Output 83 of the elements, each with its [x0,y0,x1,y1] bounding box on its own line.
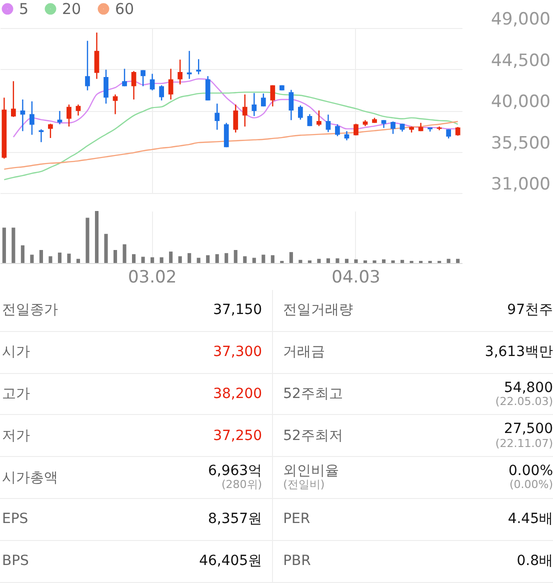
bar [160,257,164,263]
bar [354,259,358,263]
bar [150,257,154,263]
bar [141,256,145,263]
text: BPS [2,553,30,570]
x-tick-label: 03.02 [128,268,177,288]
bar [252,258,256,263]
bar [363,260,368,263]
bar [446,258,450,263]
bar [206,255,210,263]
bar [104,234,108,263]
bar [94,211,99,263]
text: 52주최고 [283,386,344,402]
bar [298,260,302,263]
bar [12,228,16,263]
text: 38,200 [213,386,262,402]
legend-label: 20 [62,0,82,18]
bar [48,256,52,263]
bar [76,258,80,263]
bar [382,259,386,263]
bar [196,258,200,263]
bar [178,256,182,263]
legend-label: 5 [19,0,29,18]
text: 97천주 [507,302,553,318]
text: 거래금 [283,344,326,360]
bar [188,253,192,263]
bar [122,244,126,263]
bar [344,258,349,263]
text: 저가 [2,428,31,444]
bar [308,260,312,263]
text: 37,250 [213,428,262,444]
x-tick-label: 04.03 [332,268,380,288]
text: 46,405원 [199,553,262,570]
text: 27,500 (22.11.07) [495,421,553,450]
bar [2,228,6,263]
y-tick-label: 44,500 [491,50,550,71]
bar [30,254,34,263]
y-tick-label: 35,500 [491,133,550,154]
text: 37,300 [213,344,262,360]
bar [169,252,173,263]
text: 시가총액 [2,470,59,486]
legend-label: 60 [115,0,134,18]
bar [243,256,247,263]
text: PER [283,511,312,528]
text: 0.00% (0.00%) [508,463,553,492]
text: 4.45배 [508,511,553,528]
bar [391,260,395,263]
text: 54,800 (22.05.03) [495,380,553,408]
bar [67,254,71,263]
bar [215,254,219,263]
bar [400,260,404,263]
text: 3,613백만 [484,344,553,360]
bar [372,260,376,263]
bar [336,258,340,263]
bar [113,250,118,263]
bar [317,258,321,263]
text: 6,963억 (280위) [208,463,262,492]
y-tick-label: 49,000 [491,10,550,30]
text: 전일거래량 [283,302,354,318]
bar [58,252,62,263]
bar [234,250,238,263]
bar [262,254,266,263]
text: 고가 [2,386,31,402]
text: 52주최저 [283,428,344,444]
bar [224,253,228,263]
text: 시가 [2,344,31,360]
y-tick-label: 31,000 [491,174,550,194]
bar [86,218,90,263]
bar [270,255,274,263]
bar [39,250,43,263]
bar [20,245,24,263]
bar [326,258,330,263]
bar [456,258,460,263]
text: EPS [2,511,30,528]
text: 8,357원 [208,511,262,528]
text: 37,150 [213,302,262,318]
bar [132,254,136,263]
text: 외인비율 (전일비) [283,463,340,492]
text: PBR [283,553,312,570]
y-tick-label: 40,000 [491,92,550,112]
text: 0.8배 [516,553,553,570]
text: 전일종가 [2,302,59,318]
bar [289,252,293,263]
